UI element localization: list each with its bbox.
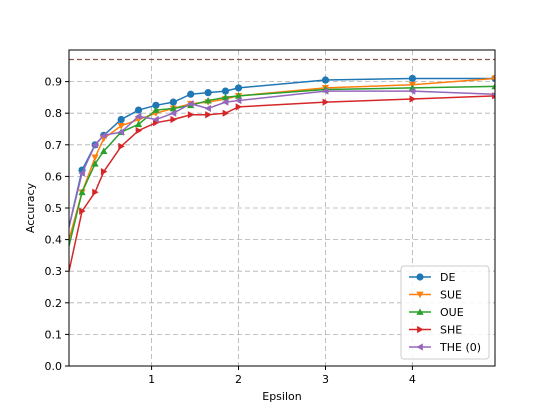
data-point — [78, 169, 85, 177]
data-point — [234, 96, 242, 105]
y-tick-label: 0.8 — [45, 107, 63, 120]
legend: DE SUE OUE SHE THE (0) — [400, 265, 490, 360]
x-axis-label: Epsilon — [262, 390, 302, 403]
data-point — [153, 119, 160, 127]
y-axis-label: Accuracy — [24, 182, 37, 233]
data-point — [100, 131, 107, 139]
legend-marker — [416, 273, 424, 281]
data-point — [187, 111, 195, 119]
y-tick-label: 0.7 — [45, 139, 63, 152]
legend-box — [400, 265, 490, 360]
series-3 — [69, 92, 495, 272]
series-1 — [69, 75, 495, 240]
data-point — [135, 126, 143, 135]
legend-label: SHE — [440, 324, 462, 337]
data-point — [134, 120, 143, 128]
tick-labels: 1 2 3 4 0.0 0.1 0.2 0.3 0.4 0.5 0.6 0.7 0.8 0.9 — [45, 76, 416, 386]
y-tick-label: 0.9 — [45, 76, 63, 89]
legend-label: OUE — [440, 306, 464, 319]
y-tick-label: 0.5 — [45, 202, 63, 215]
data-point — [187, 90, 195, 98]
data-point — [170, 115, 177, 124]
legend-entry: OUE — [409, 306, 464, 319]
legend-marker — [416, 291, 424, 299]
series-line — [69, 90, 495, 228]
series-4 — [69, 87, 495, 228]
series-line — [69, 77, 495, 228]
legend-marker — [416, 308, 424, 315]
y-tick-label: 0.3 — [45, 265, 63, 278]
x-tick-label: 3 — [322, 373, 329, 386]
data-point — [221, 87, 230, 95]
data-point — [134, 106, 143, 114]
data-point — [92, 188, 99, 196]
data-point — [322, 98, 330, 106]
data-point — [78, 188, 86, 196]
data-point — [408, 74, 417, 83]
data-point — [321, 87, 329, 95]
data-point — [100, 168, 108, 176]
data-point — [204, 96, 212, 104]
y-tick-label: 0.6 — [45, 170, 63, 183]
series-line — [69, 85, 495, 247]
x-tick-label: 2 — [235, 373, 242, 386]
y-tick-label: 0.2 — [45, 297, 63, 310]
legend-label: SUE — [440, 289, 462, 302]
data-point — [234, 92, 243, 99]
data-point — [152, 115, 159, 124]
data-point — [491, 92, 495, 97]
legend-entry: THE (0) — [409, 341, 481, 354]
data-point — [100, 147, 108, 154]
data-point — [221, 93, 230, 101]
data-point — [321, 76, 330, 84]
legend-entry: SUE — [409, 289, 462, 302]
data-point — [117, 122, 125, 130]
data-point — [169, 98, 177, 106]
y-tick-label: 0.0 — [45, 360, 63, 373]
data-point — [91, 160, 99, 167]
legend-marker — [416, 343, 423, 351]
data-point — [169, 104, 177, 112]
legend-label: DE — [440, 271, 455, 284]
data-point — [221, 98, 229, 106]
data-point — [491, 75, 495, 83]
x-tick-label: 4 — [409, 373, 416, 386]
data-point — [91, 141, 98, 149]
legend-entry: DE — [409, 271, 455, 284]
legend-entry: SHE — [409, 324, 462, 337]
legend-label: THE (0) — [439, 341, 481, 354]
data-point — [152, 106, 160, 113]
series-group — [69, 74, 495, 272]
data-point — [491, 82, 495, 90]
series-line — [69, 77, 495, 240]
y-tick-label: 0.1 — [45, 328, 63, 341]
data-point — [118, 142, 125, 150]
data-point — [222, 109, 230, 117]
data-point — [187, 100, 194, 108]
data-point — [409, 95, 417, 103]
data-point — [204, 89, 212, 97]
data-point — [234, 84, 243, 92]
data-point — [117, 128, 125, 136]
y-tick-label: 0.4 — [45, 234, 63, 247]
data-point — [79, 207, 86, 215]
data-point — [205, 111, 212, 119]
data-point — [117, 115, 125, 124]
data-point — [91, 154, 99, 162]
axes — [65, 49, 496, 370]
legend-marker — [417, 325, 424, 334]
series-2 — [69, 82, 495, 247]
data-point — [169, 109, 177, 117]
data-point — [408, 87, 416, 95]
data-point — [152, 101, 160, 109]
data-point — [134, 112, 142, 120]
data-point — [204, 104, 211, 113]
data-point — [235, 103, 243, 111]
x-tick-label: 1 — [148, 373, 155, 386]
